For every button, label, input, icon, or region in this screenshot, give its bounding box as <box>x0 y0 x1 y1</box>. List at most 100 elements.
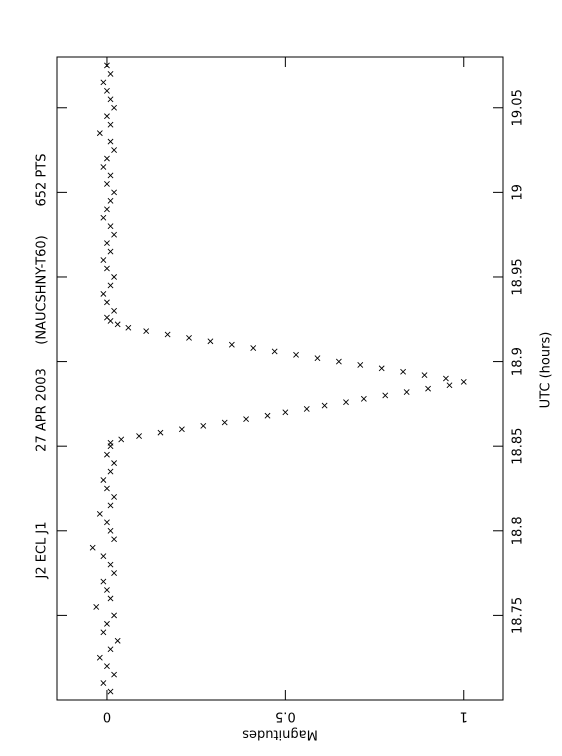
point <box>360 395 367 402</box>
point <box>104 240 110 247</box>
point <box>293 351 299 358</box>
y-tick-label: 0 <box>103 709 111 724</box>
point <box>157 429 164 436</box>
point <box>114 637 121 644</box>
point <box>111 104 118 111</box>
point <box>104 113 110 120</box>
point <box>104 485 110 492</box>
title-part: J2 ECL J1 <box>35 521 50 579</box>
x-tick-label: 18.85 <box>511 428 526 465</box>
point <box>100 629 107 636</box>
point <box>104 451 110 458</box>
point <box>111 307 118 314</box>
point <box>111 231 118 238</box>
point <box>107 96 114 103</box>
point <box>111 570 118 577</box>
x-tick-label: 19 <box>511 184 526 201</box>
point <box>104 314 110 321</box>
point <box>421 372 428 379</box>
point <box>111 147 118 153</box>
point <box>107 197 114 204</box>
point <box>100 680 107 686</box>
point <box>314 355 321 362</box>
point <box>104 620 110 627</box>
x-axis-label: UTC (hours) <box>539 332 554 409</box>
point <box>403 389 410 395</box>
point <box>100 257 107 263</box>
point <box>104 155 110 162</box>
y-tick-label: 1 <box>460 709 468 724</box>
point <box>104 62 110 69</box>
point <box>264 412 271 419</box>
point <box>378 365 385 372</box>
point <box>400 368 407 375</box>
point <box>96 654 103 661</box>
x-tick-label: 18.9 <box>511 347 526 376</box>
point <box>143 328 150 335</box>
point <box>107 595 114 602</box>
point <box>107 439 114 446</box>
plot-group: J2 ECL J1 27 APR 2003 (NAUCSHNY-T60) 652… <box>35 56 554 742</box>
point <box>100 578 107 585</box>
point <box>104 87 110 94</box>
point <box>96 510 103 517</box>
title-part: 652 PTS <box>35 154 50 207</box>
frame <box>56 56 504 701</box>
point <box>207 338 214 345</box>
point <box>111 612 118 619</box>
point <box>107 527 114 534</box>
x-tick-label: 18.95 <box>511 258 526 295</box>
point <box>250 345 257 351</box>
point <box>111 274 118 280</box>
point <box>125 324 132 331</box>
point <box>104 265 110 272</box>
point <box>107 688 114 695</box>
point <box>107 248 114 255</box>
point <box>100 553 107 560</box>
point <box>321 402 328 409</box>
point <box>442 375 449 382</box>
x-tick-label: 18.75 <box>511 597 526 634</box>
point <box>425 385 431 392</box>
point <box>335 358 342 365</box>
point <box>104 663 110 670</box>
point <box>111 460 118 467</box>
point <box>107 223 114 230</box>
y-tick-label: 0.5 <box>275 709 296 724</box>
point <box>96 130 103 137</box>
title-part: (NAUCSHNY-T60) <box>35 235 50 344</box>
point <box>107 71 114 77</box>
point <box>111 671 118 678</box>
point <box>178 426 185 433</box>
point <box>282 409 289 416</box>
point <box>111 494 118 500</box>
point <box>107 172 114 179</box>
x-tick-label: 19.05 <box>511 89 526 126</box>
point <box>107 282 114 289</box>
point <box>107 138 114 145</box>
point <box>104 587 110 593</box>
point <box>118 436 125 443</box>
point <box>136 433 142 439</box>
point <box>271 348 278 355</box>
point <box>100 477 107 483</box>
point <box>186 334 192 341</box>
point <box>343 399 349 406</box>
point <box>104 299 110 306</box>
point <box>104 206 110 213</box>
point <box>382 392 389 399</box>
point <box>107 468 114 475</box>
point <box>93 604 100 610</box>
point <box>89 544 96 551</box>
point <box>107 561 114 568</box>
point <box>164 331 171 338</box>
point <box>100 290 107 297</box>
point <box>100 214 107 221</box>
point <box>100 164 107 170</box>
point <box>104 519 110 526</box>
point <box>200 422 207 429</box>
point <box>100 79 107 86</box>
point <box>357 362 364 368</box>
